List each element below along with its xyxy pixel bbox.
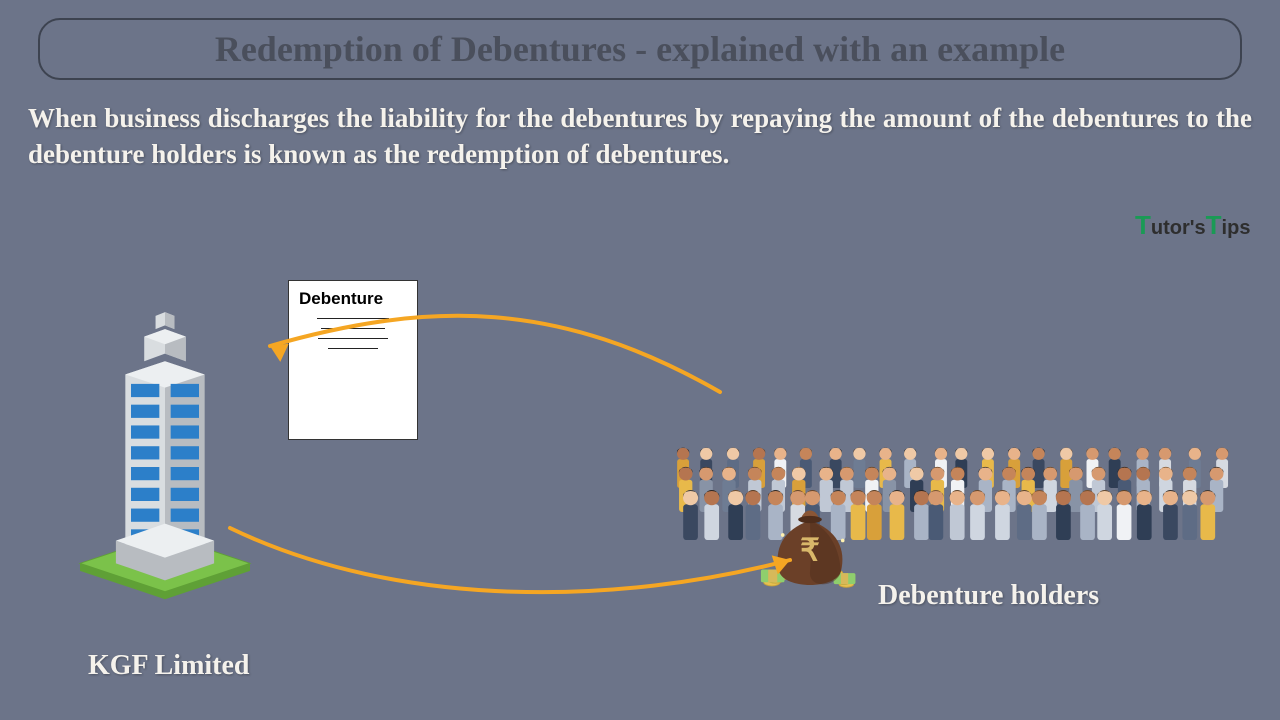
building-illustration xyxy=(70,280,260,620)
brand-logo: Tutor'sTips xyxy=(1135,210,1250,241)
moneybag-illustration: ₹ xyxy=(755,495,865,595)
title-box: Redemption of Debentures - explained wit… xyxy=(38,18,1242,80)
crowd-label: Debenture holders xyxy=(878,580,1099,612)
document-lines xyxy=(299,318,407,349)
debenture-document: Debenture xyxy=(288,280,418,440)
definition-text: When business discharges the liability f… xyxy=(28,100,1252,173)
building-label: KGF Limited xyxy=(88,650,250,682)
document-title: Debenture xyxy=(299,289,407,309)
svg-text:₹: ₹ xyxy=(800,532,820,567)
crowd-illustration xyxy=(650,380,1250,550)
slide-title: Redemption of Debentures - explained wit… xyxy=(215,28,1065,70)
slide-canvas: Redemption of Debentures - explained wit… xyxy=(0,0,1280,720)
